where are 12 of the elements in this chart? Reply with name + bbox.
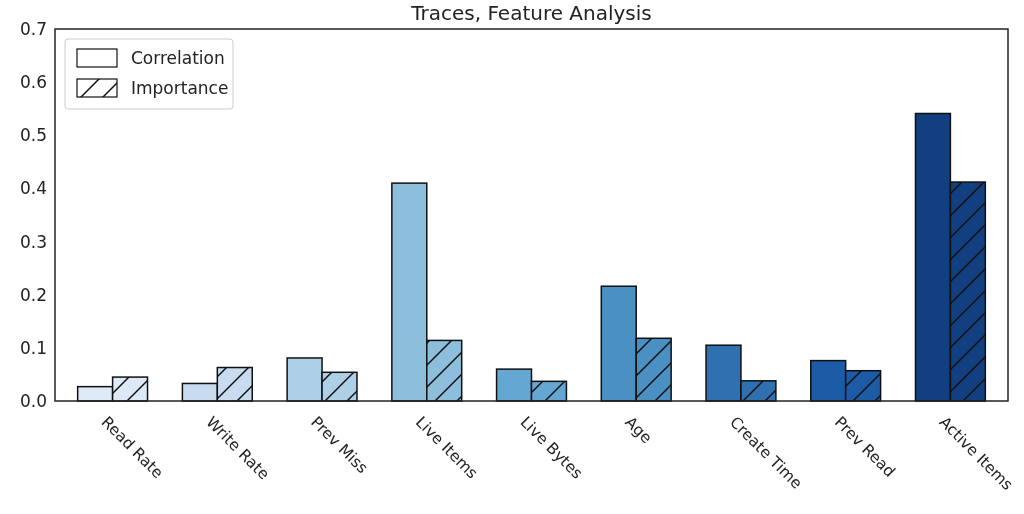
y-tick-label: 0.0 — [19, 390, 47, 411]
y-tick-label: 0.5 — [19, 125, 47, 146]
chart-title: Traces, Feature Analysis — [410, 1, 652, 25]
y-tick-label: 0.4 — [19, 178, 47, 199]
y-tick-label: 0.1 — [19, 337, 47, 358]
legend-label: Importance — [131, 77, 229, 98]
y-tick-label: 0.3 — [19, 231, 47, 252]
y-tick-label: 0.2 — [19, 284, 47, 305]
y-tick-label: 0.6 — [19, 72, 47, 93]
y-tick-label: 0.7 — [19, 18, 47, 39]
legend-label: Correlation — [131, 47, 225, 68]
x-tick-label: Age — [621, 413, 656, 448]
